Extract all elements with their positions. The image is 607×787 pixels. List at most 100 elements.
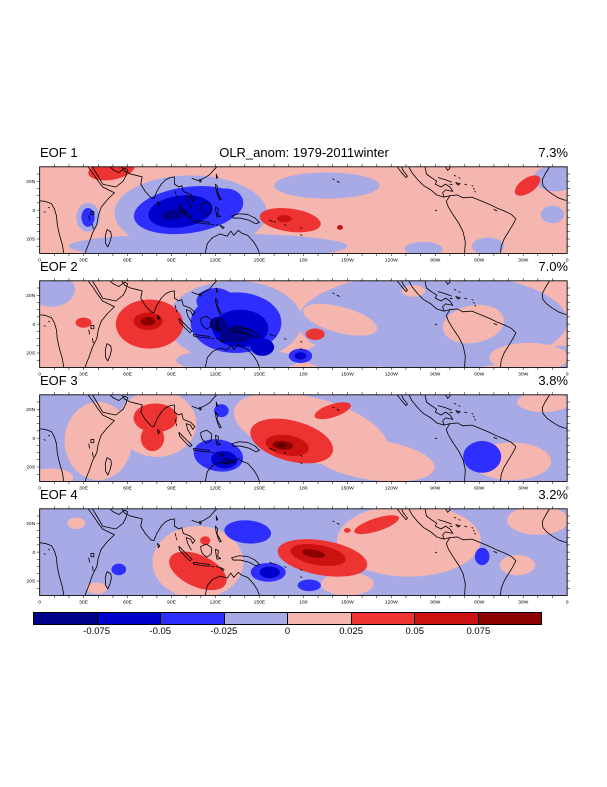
svg-text:150W: 150W bbox=[341, 599, 354, 605]
svg-text:30E: 30E bbox=[79, 371, 89, 377]
svg-text:60E: 60E bbox=[123, 485, 133, 491]
colorbar-segment bbox=[223, 613, 287, 624]
eof-1-variance: 7.3% bbox=[538, 145, 568, 160]
svg-text:0: 0 bbox=[32, 322, 35, 328]
y-tick-labels: 20N 0 20S bbox=[26, 407, 36, 471]
svg-text:60E: 60E bbox=[123, 599, 133, 605]
colorbar-label: -0.025 bbox=[210, 626, 238, 637]
eof-4-label: EOF 4 bbox=[40, 487, 78, 502]
svg-text:20N: 20N bbox=[26, 293, 36, 299]
svg-text:20S: 20S bbox=[26, 465, 36, 471]
svg-text:60W: 60W bbox=[474, 599, 485, 605]
colorbar-label: 0.075 bbox=[466, 626, 491, 637]
svg-text:0: 0 bbox=[38, 371, 41, 377]
svg-text:150W: 150W bbox=[341, 371, 354, 377]
svg-text:90E: 90E bbox=[167, 371, 177, 377]
svg-text:120W: 120W bbox=[385, 257, 398, 263]
svg-text:0: 0 bbox=[38, 257, 41, 263]
svg-text:20S: 20S bbox=[26, 579, 36, 585]
map-svg: 0 30E 60E 90E 120E 150E 180 150W 120W 90W 60W 30W 02… bbox=[26, 392, 571, 491]
colorbar-segment bbox=[350, 613, 414, 624]
svg-text:60E: 60E bbox=[123, 371, 133, 377]
y-tick-labels: 20N 0 20S bbox=[26, 521, 36, 585]
svg-text:120E: 120E bbox=[210, 257, 222, 263]
colorbar-segment bbox=[160, 613, 224, 624]
eof-2-variance: 7.0% bbox=[538, 259, 568, 274]
panel-1-header: EOF 1 OLR_anom: 1979-2011winter 7.3% bbox=[40, 144, 568, 162]
svg-text:0: 0 bbox=[38, 485, 41, 491]
svg-text:90E: 90E bbox=[167, 257, 177, 263]
colorbar-segment bbox=[477, 613, 541, 624]
svg-text:20S: 20S bbox=[26, 351, 36, 357]
svg-text:120W: 120W bbox=[385, 371, 398, 377]
svg-text:90E: 90E bbox=[167, 599, 177, 605]
colorbar bbox=[33, 612, 542, 625]
svg-text:0: 0 bbox=[566, 599, 569, 605]
svg-text:180: 180 bbox=[299, 371, 308, 377]
svg-text:0: 0 bbox=[566, 485, 569, 491]
eof-2-label: EOF 2 bbox=[40, 259, 78, 274]
svg-text:150E: 150E bbox=[254, 599, 266, 605]
y-tick-labels: 20N 0 20S bbox=[26, 179, 36, 243]
eof-2-map: 0 30E 60E 90E 120E 150E 180 150W 120W 90W 60W 30W 0 2… bbox=[25, 275, 573, 379]
svg-text:0: 0 bbox=[32, 208, 35, 214]
svg-text:120W: 120W bbox=[385, 599, 398, 605]
contour-field bbox=[39, 280, 568, 368]
svg-text:150E: 150E bbox=[254, 371, 266, 377]
colorbar-label: 0.05 bbox=[405, 626, 425, 637]
svg-text:180: 180 bbox=[299, 257, 308, 263]
svg-text:60E: 60E bbox=[123, 257, 133, 263]
svg-text:120E: 120E bbox=[210, 599, 222, 605]
svg-text:150W: 150W bbox=[341, 257, 354, 263]
map-svg: 0 30E 60E 90E 120E 150E 180 150W 120W 90W 60W 30W 02… bbox=[26, 506, 571, 605]
svg-text:150E: 150E bbox=[254, 257, 266, 263]
panel-4-header: EOF 4 3.2% bbox=[40, 486, 568, 504]
svg-text:20N: 20N bbox=[26, 179, 36, 185]
contour-field bbox=[39, 394, 568, 482]
axis-ticks bbox=[36, 278, 571, 371]
eof-3-variance: 3.8% bbox=[538, 373, 568, 388]
colorbar-segment bbox=[96, 613, 160, 624]
colorbar-label: -0.075 bbox=[83, 626, 111, 637]
svg-text:150W: 150W bbox=[341, 485, 354, 491]
svg-text:0: 0 bbox=[566, 257, 569, 263]
map-svg: 0 30E 60E 90E 120E 150E 180 150W 120W 90W 60W 30W 02… bbox=[26, 278, 571, 377]
eof-1-map: 0 30E 60E 90E 120E 150E 180 150W 120W 90W 60W 30W 0 2… bbox=[25, 161, 573, 265]
colorbar-segment bbox=[287, 613, 351, 624]
panel-2-header: EOF 2 7.0% bbox=[40, 258, 568, 276]
svg-text:60W: 60W bbox=[474, 371, 485, 377]
contour-field bbox=[39, 508, 568, 596]
svg-text:120E: 120E bbox=[210, 485, 222, 491]
svg-text:60W: 60W bbox=[474, 257, 485, 263]
colorbar-label: 0.025 bbox=[339, 626, 364, 637]
x-tick-labels: 0 30E 60E 90E 120E 150E 180 150W 120W 90W 60W 30W 0 bbox=[38, 485, 569, 491]
svg-text:180: 180 bbox=[299, 485, 308, 491]
panel-3-header: EOF 3 3.8% bbox=[40, 372, 568, 390]
x-tick-labels: 0 30E 60E 90E 120E 150E 180 150W 120W 90W 60W 30W 0 bbox=[38, 599, 569, 605]
svg-text:0: 0 bbox=[32, 550, 35, 556]
contour-field bbox=[39, 166, 568, 254]
svg-text:150E: 150E bbox=[254, 485, 266, 491]
y-tick-labels: 20N 0 20S bbox=[26, 293, 36, 357]
colorbar-segment bbox=[414, 613, 478, 624]
colorbar-label: -0.05 bbox=[149, 626, 172, 637]
colorbar-label: 0 bbox=[284, 626, 291, 637]
svg-text:30E: 30E bbox=[79, 485, 89, 491]
svg-text:20S: 20S bbox=[26, 237, 36, 243]
svg-text:0: 0 bbox=[32, 436, 35, 442]
svg-text:90W: 90W bbox=[430, 257, 441, 263]
eof-3-label: EOF 3 bbox=[40, 373, 78, 388]
svg-text:20N: 20N bbox=[26, 407, 36, 413]
eof-1-label: EOF 1 bbox=[40, 145, 78, 160]
svg-text:90E: 90E bbox=[167, 485, 177, 491]
svg-text:30W: 30W bbox=[518, 257, 529, 263]
eof-4-map: 0 30E 60E 90E 120E 150E 180 150W 120W 90W 60W 30W 0 2… bbox=[25, 503, 573, 607]
svg-text:90W: 90W bbox=[430, 371, 441, 377]
svg-text:30E: 30E bbox=[79, 257, 89, 263]
svg-text:0: 0 bbox=[38, 599, 41, 605]
svg-text:120W: 120W bbox=[385, 485, 398, 491]
eof-4-variance: 3.2% bbox=[538, 487, 568, 502]
svg-text:30E: 30E bbox=[79, 599, 89, 605]
svg-text:120E: 120E bbox=[210, 371, 222, 377]
